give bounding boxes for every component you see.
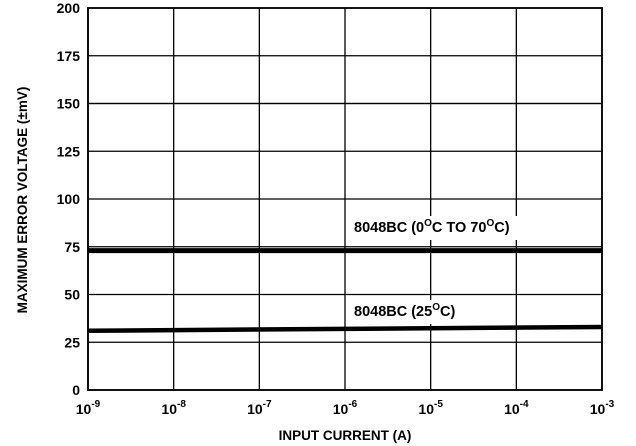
y-tick-label: 75 xyxy=(64,239,80,255)
y-tick-label: 175 xyxy=(57,48,81,64)
series-annotation: 8048BC (0OC TO 70OC) xyxy=(354,218,510,236)
y-tick-label: 100 xyxy=(57,191,81,207)
x-tick-label: 10-9 xyxy=(76,399,101,417)
annotation-background xyxy=(346,300,464,324)
y-tick-label: 150 xyxy=(57,96,81,112)
x-axis-label: INPUT CURRENT (A) xyxy=(279,428,412,443)
x-tick-label: 10-8 xyxy=(161,399,186,417)
series-annotation: 8048BC (25OC) xyxy=(354,302,455,320)
series-line xyxy=(87,324,603,334)
y-tick-label: 50 xyxy=(64,287,80,303)
y-tick-label: 0 xyxy=(72,382,80,398)
x-tick-label: 10-4 xyxy=(504,399,529,417)
y-tick-label: 25 xyxy=(64,334,80,350)
x-tick-label: 10-5 xyxy=(418,399,443,417)
grid xyxy=(87,7,603,391)
series-annotations: 8048BC (0OC TO 70OC) 8048BC (25OC) xyxy=(346,216,518,324)
plot-border xyxy=(87,7,603,391)
y-axis-label: MAXIMUM ERROR VOLTAGE (±mV) xyxy=(15,87,30,314)
y-tick-label: 200 xyxy=(57,0,81,16)
x-tick-labels: 10-9 10-8 10-7 10-6 10-5 10-4 10-3 xyxy=(76,399,615,417)
x-tick-label: 10-7 xyxy=(247,399,272,417)
x-tick-label: 10-6 xyxy=(333,399,358,417)
plot-frame xyxy=(87,7,603,391)
y-tick-label: 125 xyxy=(57,143,81,159)
series-lines xyxy=(87,248,603,334)
annotation-background xyxy=(346,216,518,240)
x-tick-label: 10-3 xyxy=(590,399,615,417)
y-tick-labels: 0 25 50 75 100 125 150 175 200 xyxy=(57,0,81,398)
